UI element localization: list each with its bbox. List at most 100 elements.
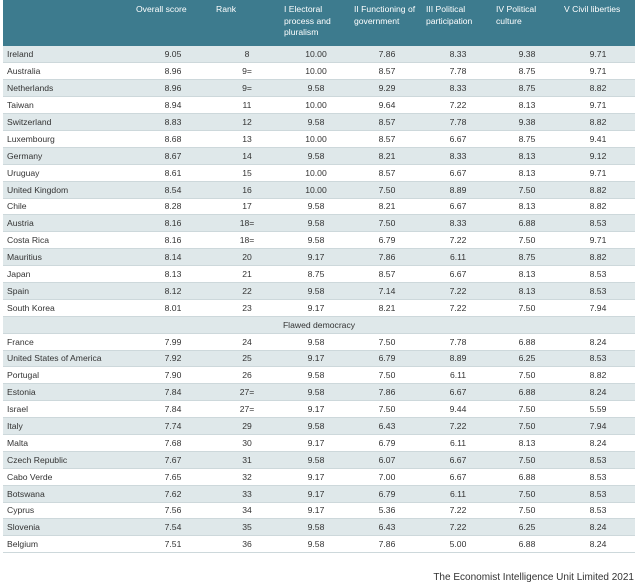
functioning-of-government-cell: 6.43: [351, 417, 423, 435]
political-participation-cell: 7.22: [423, 417, 493, 435]
functioning-of-government-cell: 6.43: [351, 518, 423, 537]
electoral-process-cell: 10.00: [281, 164, 351, 182]
electoral-process-cell: 10.00: [281, 46, 351, 64]
table-row: Austria 8.16 18= 9.58 7.50 8.33 6.88 8.53: [3, 214, 635, 233]
header-country: [3, 0, 133, 46]
electoral-process-cell: 9.17: [281, 468, 351, 486]
rank-cell: 8: [213, 46, 281, 64]
country-cell: Ireland: [3, 46, 133, 64]
political-culture-cell: 9.38: [493, 46, 561, 64]
table-row: Germany 8.67 14 9.58 8.21 8.33 8.13 9.12: [3, 147, 635, 165]
civil-liberties-cell: 8.24: [561, 434, 635, 452]
civil-liberties-cell: 7.94: [561, 299, 635, 317]
functioning-of-government-cell: 7.14: [351, 282, 423, 300]
civil-liberties-cell: 8.53: [561, 350, 635, 368]
political-culture-cell: 6.25: [493, 350, 561, 368]
rank-cell: 11: [213, 96, 281, 115]
table-row: Belgium 7.51 36 9.58 7.86 5.00 6.88 8.24: [3, 535, 635, 554]
civil-liberties-cell: 8.53: [561, 485, 635, 503]
rank-cell: 31: [213, 451, 281, 469]
political-culture-cell: 6.88: [493, 333, 561, 351]
country-cell: Chile: [3, 198, 133, 216]
table-row: Spain 8.12 22 9.58 7.14 7.22 8.13 8.53: [3, 282, 635, 300]
political-participation-cell: 9.44: [423, 400, 493, 419]
political-culture-cell: 8.13: [493, 147, 561, 165]
functioning-of-government-cell: 7.00: [351, 468, 423, 486]
civil-liberties-cell: 8.53: [561, 214, 635, 233]
overall-score-cell: 7.84: [133, 383, 213, 402]
functioning-of-government-cell: 8.57: [351, 130, 423, 148]
country-cell: Spain: [3, 282, 133, 300]
civil-liberties-cell: 9.71: [561, 96, 635, 115]
political-participation-cell: 6.67: [423, 130, 493, 148]
civil-liberties-cell: 9.71: [561, 46, 635, 64]
political-participation-cell: 6.11: [423, 366, 493, 385]
political-participation-cell: 6.11: [423, 434, 493, 452]
overall-score-cell: 7.74: [133, 417, 213, 435]
political-participation-cell: 6.67: [423, 198, 493, 216]
country-cell: Netherlands: [3, 79, 133, 98]
political-participation-cell: 6.67: [423, 164, 493, 182]
country-cell: Czech Republic: [3, 451, 133, 469]
overall-score-cell: 8.54: [133, 181, 213, 199]
table-row: Switzerland 8.83 12 9.58 8.57 7.78 9.38 8.82: [3, 113, 635, 131]
overall-score-cell: 7.92: [133, 350, 213, 368]
rank-cell: 27=: [213, 400, 281, 419]
table-row: Italy 7.74 29 9.58 6.43 7.22 7.50 7.94: [3, 417, 635, 435]
table-row: Estonia 7.84 27= 9.58 7.86 6.67 6.88 8.24: [3, 383, 635, 402]
political-participation-cell: 7.78: [423, 333, 493, 351]
overall-score-cell: 8.68: [133, 130, 213, 148]
functioning-of-government-cell: 7.86: [351, 248, 423, 267]
civil-liberties-cell: 8.82: [561, 248, 635, 267]
country-cell: Israel: [3, 400, 133, 419]
functioning-of-government-cell: 8.57: [351, 164, 423, 182]
country-cell: Austria: [3, 214, 133, 233]
table-row: Portugal 7.90 26 9.58 7.50 6.11 7.50 8.82: [3, 366, 635, 385]
table-body: Ireland 9.05 8 10.00 7.86 8.33 9.38 9.71 Austral…: [3, 46, 635, 554]
header-overall-score: Overall score: [136, 4, 187, 14]
political-culture-cell: 8.75: [493, 62, 561, 81]
political-participation-cell: 7.22: [423, 502, 493, 520]
rank-cell: 16: [213, 181, 281, 199]
rank-cell: 34: [213, 502, 281, 520]
rank-cell: 25: [213, 350, 281, 368]
rank-cell: 29: [213, 417, 281, 435]
political-culture-cell: 8.13: [493, 198, 561, 216]
overall-score-cell: 8.83: [133, 113, 213, 131]
electoral-process-cell: 9.58: [281, 231, 351, 250]
functioning-of-government-cell: 7.50: [351, 366, 423, 385]
political-culture-cell: 6.88: [493, 383, 561, 402]
civil-liberties-cell: 9.12: [561, 147, 635, 165]
electoral-process-cell: 9.17: [281, 400, 351, 419]
rank-cell: 18=: [213, 231, 281, 250]
header-rank: Rank: [216, 4, 237, 14]
table-row: Luxembourg 8.68 13 10.00 8.57 6.67 8.75 9.41: [3, 130, 635, 148]
civil-liberties-cell: 9.71: [561, 231, 635, 250]
functioning-of-government-cell: 7.50: [351, 214, 423, 233]
table-row: Uruguay 8.61 15 10.00 8.57 6.67 8.13 9.71: [3, 164, 635, 182]
democracy-index-table: Overall score Rank I Electoral process a…: [3, 0, 635, 554]
country-cell: Botswana: [3, 485, 133, 503]
overall-score-cell: 8.14: [133, 248, 213, 267]
civil-liberties-cell: 8.24: [561, 535, 635, 554]
political-participation-cell: 6.67: [423, 383, 493, 402]
political-participation-cell: 8.89: [423, 350, 493, 368]
political-culture-cell: 9.38: [493, 113, 561, 131]
table-row: Japan 8.13 21 8.75 8.57 6.67 8.13 8.53: [3, 265, 635, 283]
political-culture-cell: 7.50: [493, 417, 561, 435]
rank-cell: 26: [213, 366, 281, 385]
overall-score-cell: 8.28: [133, 198, 213, 216]
country-cell: United Kingdom: [3, 181, 133, 199]
overall-score-cell: 8.16: [133, 231, 213, 250]
country-cell: Taiwan: [3, 96, 133, 115]
electoral-process-cell: 9.58: [281, 383, 351, 402]
rank-cell: 9=: [213, 79, 281, 98]
political-culture-cell: 8.13: [493, 96, 561, 115]
header-political-culture: IV Political culture: [496, 4, 537, 26]
overall-score-cell: 8.96: [133, 79, 213, 98]
functioning-of-government-cell: 8.21: [351, 198, 423, 216]
electoral-process-cell: 9.17: [281, 485, 351, 503]
political-participation-cell: 8.33: [423, 214, 493, 233]
table-row: Costa Rica 8.16 18= 9.58 6.79 7.22 7.50 9.71: [3, 231, 635, 250]
country-cell: South Korea: [3, 299, 133, 317]
